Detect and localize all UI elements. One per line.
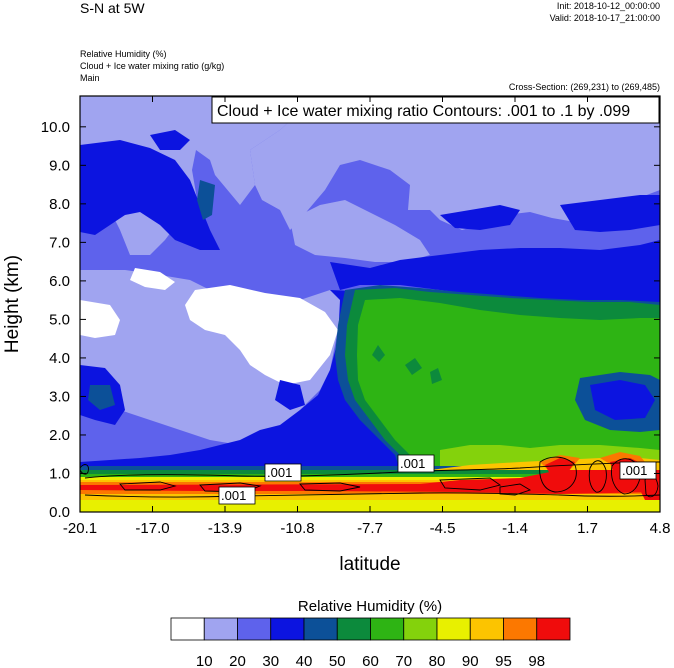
contour-label: .001: [221, 488, 246, 503]
colorbar-label: 80: [429, 653, 446, 668]
colorbar-swatch: [403, 617, 438, 641]
y-tick-label: 2.0: [49, 427, 70, 444]
y-tick-label: 5.0: [49, 311, 70, 328]
colorbar-label: 20: [229, 653, 246, 668]
colorbar-title: Relative Humidity (%): [298, 598, 442, 615]
y-axis: 0.0 1.0 2.0 3.0 4.0 5.0 6.0 7.0 8.0 9.0 10.0: [41, 119, 660, 521]
x-tick-label: -17.0: [135, 520, 169, 537]
colorbar-swatch: [203, 617, 238, 641]
x-tick-label: -1.4: [502, 520, 528, 537]
x-tick-label: -10.8: [280, 520, 314, 537]
plot-title: S-N at 5W: [80, 0, 145, 16]
colorbar-swatch: [436, 617, 471, 641]
y-tick-label: 6.0: [49, 273, 70, 290]
x-tick-label: -7.7: [357, 520, 383, 537]
colorbar-swatch: [536, 617, 571, 641]
y-tick-label: 7.0: [49, 234, 70, 251]
colorbar-label: 10: [196, 653, 213, 668]
contour-label: .001: [400, 456, 425, 471]
y-tick-label: 0.0: [49, 504, 70, 521]
colorbar-swatch: [469, 617, 504, 641]
chart-title: Cloud + Ice water mixing ratio Contours:…: [217, 103, 630, 120]
colorbar-label: 90: [462, 653, 479, 668]
colorbar-swatch: [237, 617, 272, 641]
x-tick-label: 1.7: [577, 520, 598, 537]
colorbar-swatch: [170, 617, 205, 641]
y-tick-label: 1.0: [49, 465, 70, 482]
x-tick-label: 4.8: [650, 520, 671, 537]
cross-section-label: Cross-Section: (269,231) to (269,485): [508, 82, 660, 92]
humidity-field: [80, 96, 660, 512]
colorbar-label: 50: [329, 653, 346, 668]
x-axis-title: latitude: [339, 554, 400, 575]
colorbar-label: 95: [495, 653, 512, 668]
x-tick-label: -20.1: [63, 520, 97, 537]
colorbar-label: 70: [395, 653, 412, 668]
colorbar-swatch: [370, 617, 405, 641]
init-time: Init: 2018-10-12_00:00:00: [556, 1, 660, 11]
x-tick-label: -4.5: [430, 520, 456, 537]
valid-time: Valid: 2018-10-17_21:00:00: [549, 13, 660, 23]
colorbar-swatch: [503, 617, 538, 641]
x-tick-label: -13.9: [208, 520, 242, 537]
x-axis: -20.1 -17.0 -13.9 -10.8 -7.7 -4.5 -1.4 1.7 4.8: [63, 96, 671, 537]
y-tick-label: 4.0: [49, 350, 70, 367]
y-tick-label: 8.0: [49, 196, 70, 213]
colorbar-swatch: [336, 617, 371, 641]
contour-info-box: Cloud + Ice water mixing ratio Contours:…: [211, 96, 660, 124]
contour-label: .001: [622, 463, 647, 478]
y-tick-label: 3.0: [49, 388, 70, 405]
colorbar-label: 60: [362, 653, 379, 668]
field-label-main: Main: [80, 73, 100, 83]
colorbar-label: 98: [528, 653, 545, 668]
contour-labels: .001 .001 .001 .001: [218, 454, 657, 505]
contour-label: .001: [267, 465, 292, 480]
field-label-rh: Relative Humidity (%): [80, 49, 167, 59]
y-axis-title: Height (km): [2, 255, 23, 353]
colorbar: 10 20 30 40 50 60 70 80 90 95 98: [170, 617, 571, 668]
colorbar-swatch: [303, 617, 338, 641]
colorbar-label: 30: [262, 653, 279, 668]
colorbar-label: 40: [296, 653, 313, 668]
y-tick-label: 10.0: [41, 119, 70, 136]
y-tick-label: 9.0: [49, 157, 70, 174]
colorbar-swatch: [270, 617, 305, 641]
field-label-cloud: Cloud + Ice water mixing ratio (g/kg): [80, 61, 225, 71]
